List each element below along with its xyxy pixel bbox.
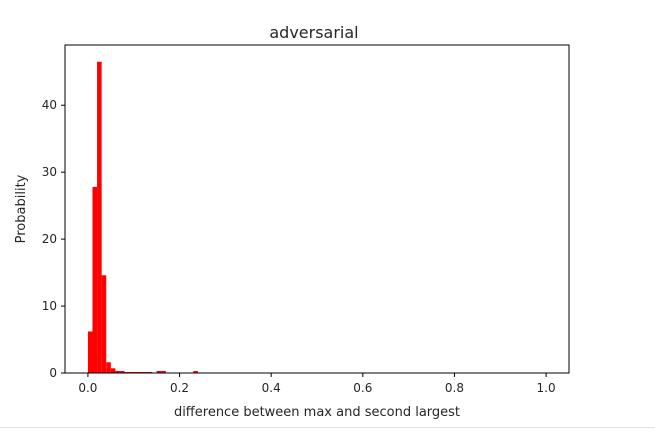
histogram-bar	[97, 61, 102, 373]
histogram-bar	[87, 331, 93, 373]
x-axis-label: difference between max and second larges…	[174, 405, 460, 420]
bottom-divider	[0, 427, 655, 428]
histogram-bar	[193, 370, 198, 373]
x-tick-label: 0.2	[170, 381, 189, 395]
y-tick-label: 40	[42, 98, 57, 112]
chart-title: adversarial	[269, 23, 358, 42]
plot-frame	[64, 44, 570, 374]
y-axis-ticks: 0 10 20 30 40	[42, 98, 65, 380]
histogram-bar	[119, 370, 125, 373]
y-tick-label: 20	[42, 232, 57, 246]
histogram-bar	[156, 370, 162, 373]
y-tick-label: 30	[42, 165, 57, 179]
histogram-bar	[115, 370, 120, 373]
x-tick-label: 1.0	[537, 381, 556, 395]
y-tick-label: 0	[49, 366, 57, 380]
histogram-bar	[110, 368, 116, 373]
x-tick-label: 0.4	[262, 381, 281, 395]
y-tick-label: 10	[42, 299, 57, 313]
x-axis-ticks: 0.0 0.2 0.4 0.6 0.8 1.0	[78, 373, 556, 395]
histogram-bars	[87, 61, 198, 373]
x-tick-label: 0.8	[445, 381, 464, 395]
x-tick-label: 0.6	[353, 381, 372, 395]
x-tick-label: 0.0	[78, 381, 97, 395]
y-axis-label: Probability	[14, 174, 29, 243]
histogram-bar	[161, 370, 166, 373]
histogram-bar	[101, 275, 107, 373]
histogram-bar	[92, 186, 98, 373]
histogram-bar	[106, 362, 111, 373]
